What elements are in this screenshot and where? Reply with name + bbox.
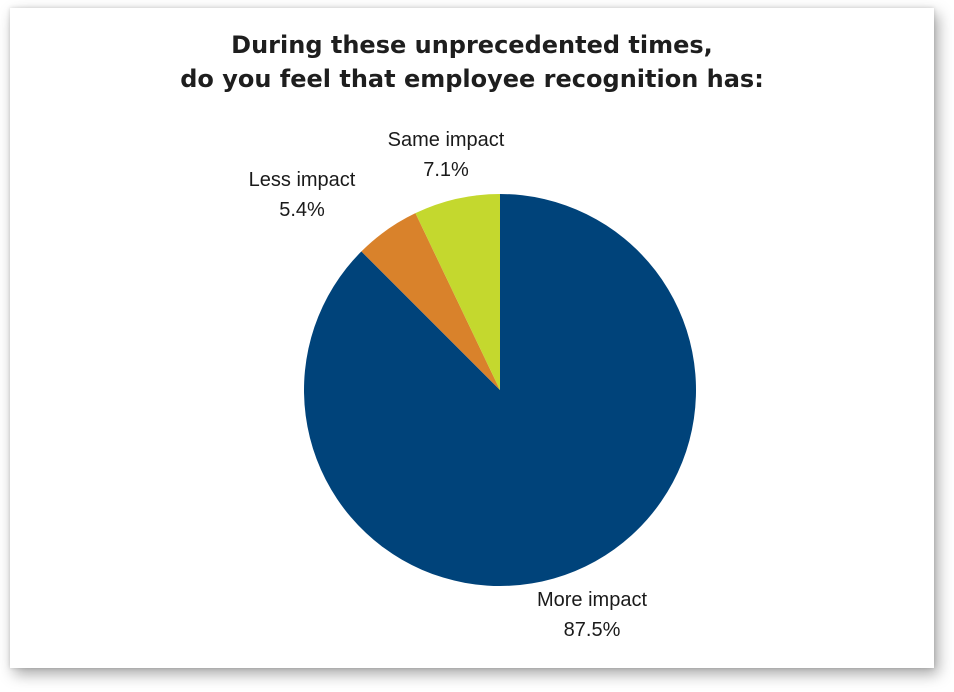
label-same-impact-value: 7.1% (423, 159, 469, 181)
chart-title-line-1: During these unprecedented times, (231, 31, 713, 59)
chart-title: During these unprecedented times, do you… (10, 28, 934, 96)
label-more-impact-value: 87.5% (564, 619, 621, 641)
label-same-impact-name: Same impact (388, 129, 505, 151)
chart-title-line-2: do you feel that employee recognition ha… (180, 65, 764, 93)
label-less-impact-value: 5.4% (279, 199, 325, 221)
slice-labels: More impact 87.5% Less impact 5.4% Same … (249, 129, 648, 641)
slice-more-impact (304, 194, 697, 586)
slice-same-impact (415, 194, 500, 390)
slice-less-impact (361, 213, 500, 390)
label-less-impact-name: Less impact (249, 169, 356, 191)
label-more-impact-name: More impact (537, 589, 647, 611)
pie-slices (304, 194, 697, 586)
